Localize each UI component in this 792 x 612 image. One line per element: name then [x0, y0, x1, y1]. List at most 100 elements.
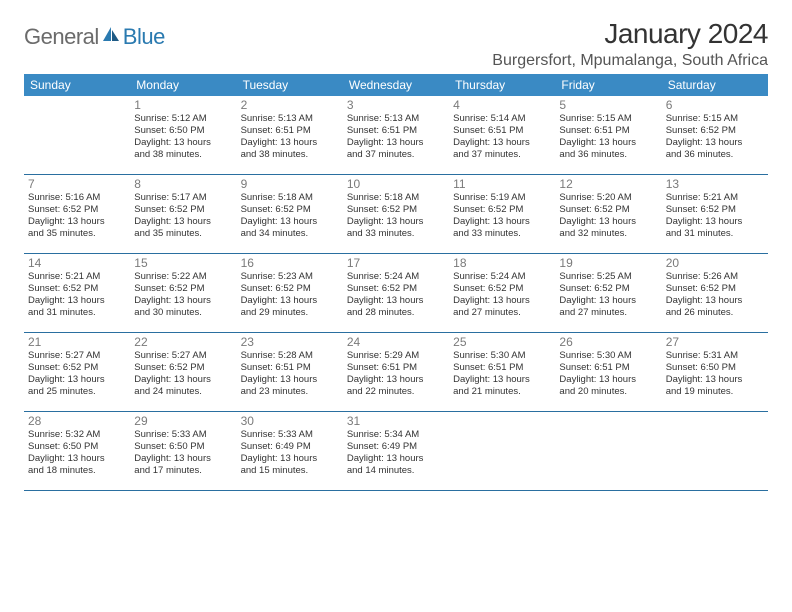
info-line: Daylight: 13 hours: [347, 216, 445, 228]
sun-info: Sunrise: 5:34 AMSunset: 6:49 PMDaylight:…: [347, 429, 445, 477]
day-header-row: Sunday Monday Tuesday Wednesday Thursday…: [24, 74, 768, 96]
info-line: Sunrise: 5:24 AM: [453, 271, 551, 283]
sun-info: Sunrise: 5:26 AMSunset: 6:52 PMDaylight:…: [666, 271, 764, 319]
info-line: Daylight: 13 hours: [28, 453, 126, 465]
info-line: and 19 minutes.: [666, 386, 764, 398]
info-line: Sunrise: 5:28 AM: [241, 350, 339, 362]
weeks-container: 1Sunrise: 5:12 AMSunset: 6:50 PMDaylight…: [24, 96, 768, 491]
info-line: and 28 minutes.: [347, 307, 445, 319]
info-line: Sunrise: 5:30 AM: [559, 350, 657, 362]
day-cell: [555, 412, 661, 490]
info-line: Daylight: 13 hours: [347, 374, 445, 386]
info-line: Daylight: 13 hours: [666, 216, 764, 228]
info-line: Sunset: 6:50 PM: [666, 362, 764, 374]
info-line: Sunrise: 5:12 AM: [134, 113, 232, 125]
info-line: Daylight: 13 hours: [28, 374, 126, 386]
sun-info: Sunrise: 5:24 AMSunset: 6:52 PMDaylight:…: [347, 271, 445, 319]
info-line: Sunset: 6:51 PM: [453, 362, 551, 374]
info-line: Sunset: 6:52 PM: [28, 362, 126, 374]
day-cell: [449, 412, 555, 490]
day-cell: 12Sunrise: 5:20 AMSunset: 6:52 PMDayligh…: [555, 175, 661, 253]
day-cell: 2Sunrise: 5:13 AMSunset: 6:51 PMDaylight…: [237, 96, 343, 174]
info-line: Sunset: 6:51 PM: [559, 125, 657, 137]
info-line: and 35 minutes.: [28, 228, 126, 240]
info-line: Daylight: 13 hours: [241, 374, 339, 386]
day-cell: 23Sunrise: 5:28 AMSunset: 6:51 PMDayligh…: [237, 333, 343, 411]
sun-info: Sunrise: 5:18 AMSunset: 6:52 PMDaylight:…: [241, 192, 339, 240]
day-number: 30: [241, 414, 339, 428]
day-header: Saturday: [662, 74, 768, 96]
brand-logo: General Blue: [24, 24, 165, 50]
day-number: 9: [241, 177, 339, 191]
info-line: Sunrise: 5:32 AM: [28, 429, 126, 441]
info-line: and 31 minutes.: [28, 307, 126, 319]
info-line: Sunset: 6:52 PM: [347, 204, 445, 216]
day-header: Sunday: [24, 74, 130, 96]
day-cell: 19Sunrise: 5:25 AMSunset: 6:52 PMDayligh…: [555, 254, 661, 332]
sun-info: Sunrise: 5:31 AMSunset: 6:50 PMDaylight:…: [666, 350, 764, 398]
sun-info: Sunrise: 5:23 AMSunset: 6:52 PMDaylight:…: [241, 271, 339, 319]
info-line: Sunrise: 5:20 AM: [559, 192, 657, 204]
day-number: 18: [453, 256, 551, 270]
day-cell: 30Sunrise: 5:33 AMSunset: 6:49 PMDayligh…: [237, 412, 343, 490]
info-line: Sunrise: 5:16 AM: [28, 192, 126, 204]
day-number: 12: [559, 177, 657, 191]
info-line: Sunrise: 5:26 AM: [666, 271, 764, 283]
info-line: Daylight: 13 hours: [134, 295, 232, 307]
info-line: Sunset: 6:51 PM: [241, 125, 339, 137]
info-line: and 31 minutes.: [666, 228, 764, 240]
info-line: Sunset: 6:52 PM: [666, 204, 764, 216]
day-number: 17: [347, 256, 445, 270]
info-line: Sunset: 6:51 PM: [241, 362, 339, 374]
day-number: 27: [666, 335, 764, 349]
info-line: Daylight: 13 hours: [666, 374, 764, 386]
day-number: 3: [347, 98, 445, 112]
day-cell: 8Sunrise: 5:17 AMSunset: 6:52 PMDaylight…: [130, 175, 236, 253]
sun-info: Sunrise: 5:17 AMSunset: 6:52 PMDaylight:…: [134, 192, 232, 240]
info-line: and 25 minutes.: [28, 386, 126, 398]
info-line: Daylight: 13 hours: [453, 295, 551, 307]
info-line: and 22 minutes.: [347, 386, 445, 398]
day-cell: 22Sunrise: 5:27 AMSunset: 6:52 PMDayligh…: [130, 333, 236, 411]
info-line: Daylight: 13 hours: [453, 216, 551, 228]
info-line: Sunrise: 5:27 AM: [28, 350, 126, 362]
info-line: Sunset: 6:52 PM: [347, 283, 445, 295]
day-cell: 17Sunrise: 5:24 AMSunset: 6:52 PMDayligh…: [343, 254, 449, 332]
month-title: January 2024: [492, 18, 768, 50]
info-line: Daylight: 13 hours: [347, 453, 445, 465]
sun-info: Sunrise: 5:18 AMSunset: 6:52 PMDaylight:…: [347, 192, 445, 240]
sun-info: Sunrise: 5:33 AMSunset: 6:49 PMDaylight:…: [241, 429, 339, 477]
info-line: Daylight: 13 hours: [134, 453, 232, 465]
info-line: Sunset: 6:52 PM: [559, 204, 657, 216]
info-line: Sunrise: 5:13 AM: [347, 113, 445, 125]
info-line: Sunset: 6:50 PM: [134, 125, 232, 137]
info-line: Sunset: 6:52 PM: [28, 204, 126, 216]
day-cell: 24Sunrise: 5:29 AMSunset: 6:51 PMDayligh…: [343, 333, 449, 411]
info-line: Sunset: 6:52 PM: [134, 362, 232, 374]
day-cell: 28Sunrise: 5:32 AMSunset: 6:50 PMDayligh…: [24, 412, 130, 490]
sun-info: Sunrise: 5:15 AMSunset: 6:52 PMDaylight:…: [666, 113, 764, 161]
info-line: Sunset: 6:51 PM: [559, 362, 657, 374]
day-number: 24: [347, 335, 445, 349]
day-number: 8: [134, 177, 232, 191]
sun-info: Sunrise: 5:33 AMSunset: 6:50 PMDaylight:…: [134, 429, 232, 477]
calendar-grid: Sunday Monday Tuesday Wednesday Thursday…: [24, 74, 768, 491]
day-cell: 10Sunrise: 5:18 AMSunset: 6:52 PMDayligh…: [343, 175, 449, 253]
info-line: Daylight: 13 hours: [134, 374, 232, 386]
sail-icon: [101, 25, 121, 50]
week-row: 1Sunrise: 5:12 AMSunset: 6:50 PMDaylight…: [24, 96, 768, 175]
info-line: Daylight: 13 hours: [134, 216, 232, 228]
info-line: Sunrise: 5:22 AM: [134, 271, 232, 283]
day-number: 29: [134, 414, 232, 428]
day-cell: 31Sunrise: 5:34 AMSunset: 6:49 PMDayligh…: [343, 412, 449, 490]
day-number: 26: [559, 335, 657, 349]
info-line: Daylight: 13 hours: [453, 374, 551, 386]
sun-info: Sunrise: 5:30 AMSunset: 6:51 PMDaylight:…: [559, 350, 657, 398]
info-line: Sunset: 6:50 PM: [134, 441, 232, 453]
info-line: and 30 minutes.: [134, 307, 232, 319]
info-line: Daylight: 13 hours: [453, 137, 551, 149]
info-line: Sunrise: 5:15 AM: [559, 113, 657, 125]
info-line: Sunset: 6:52 PM: [666, 283, 764, 295]
brand-text-blue: Blue: [123, 24, 165, 50]
day-number: 21: [28, 335, 126, 349]
